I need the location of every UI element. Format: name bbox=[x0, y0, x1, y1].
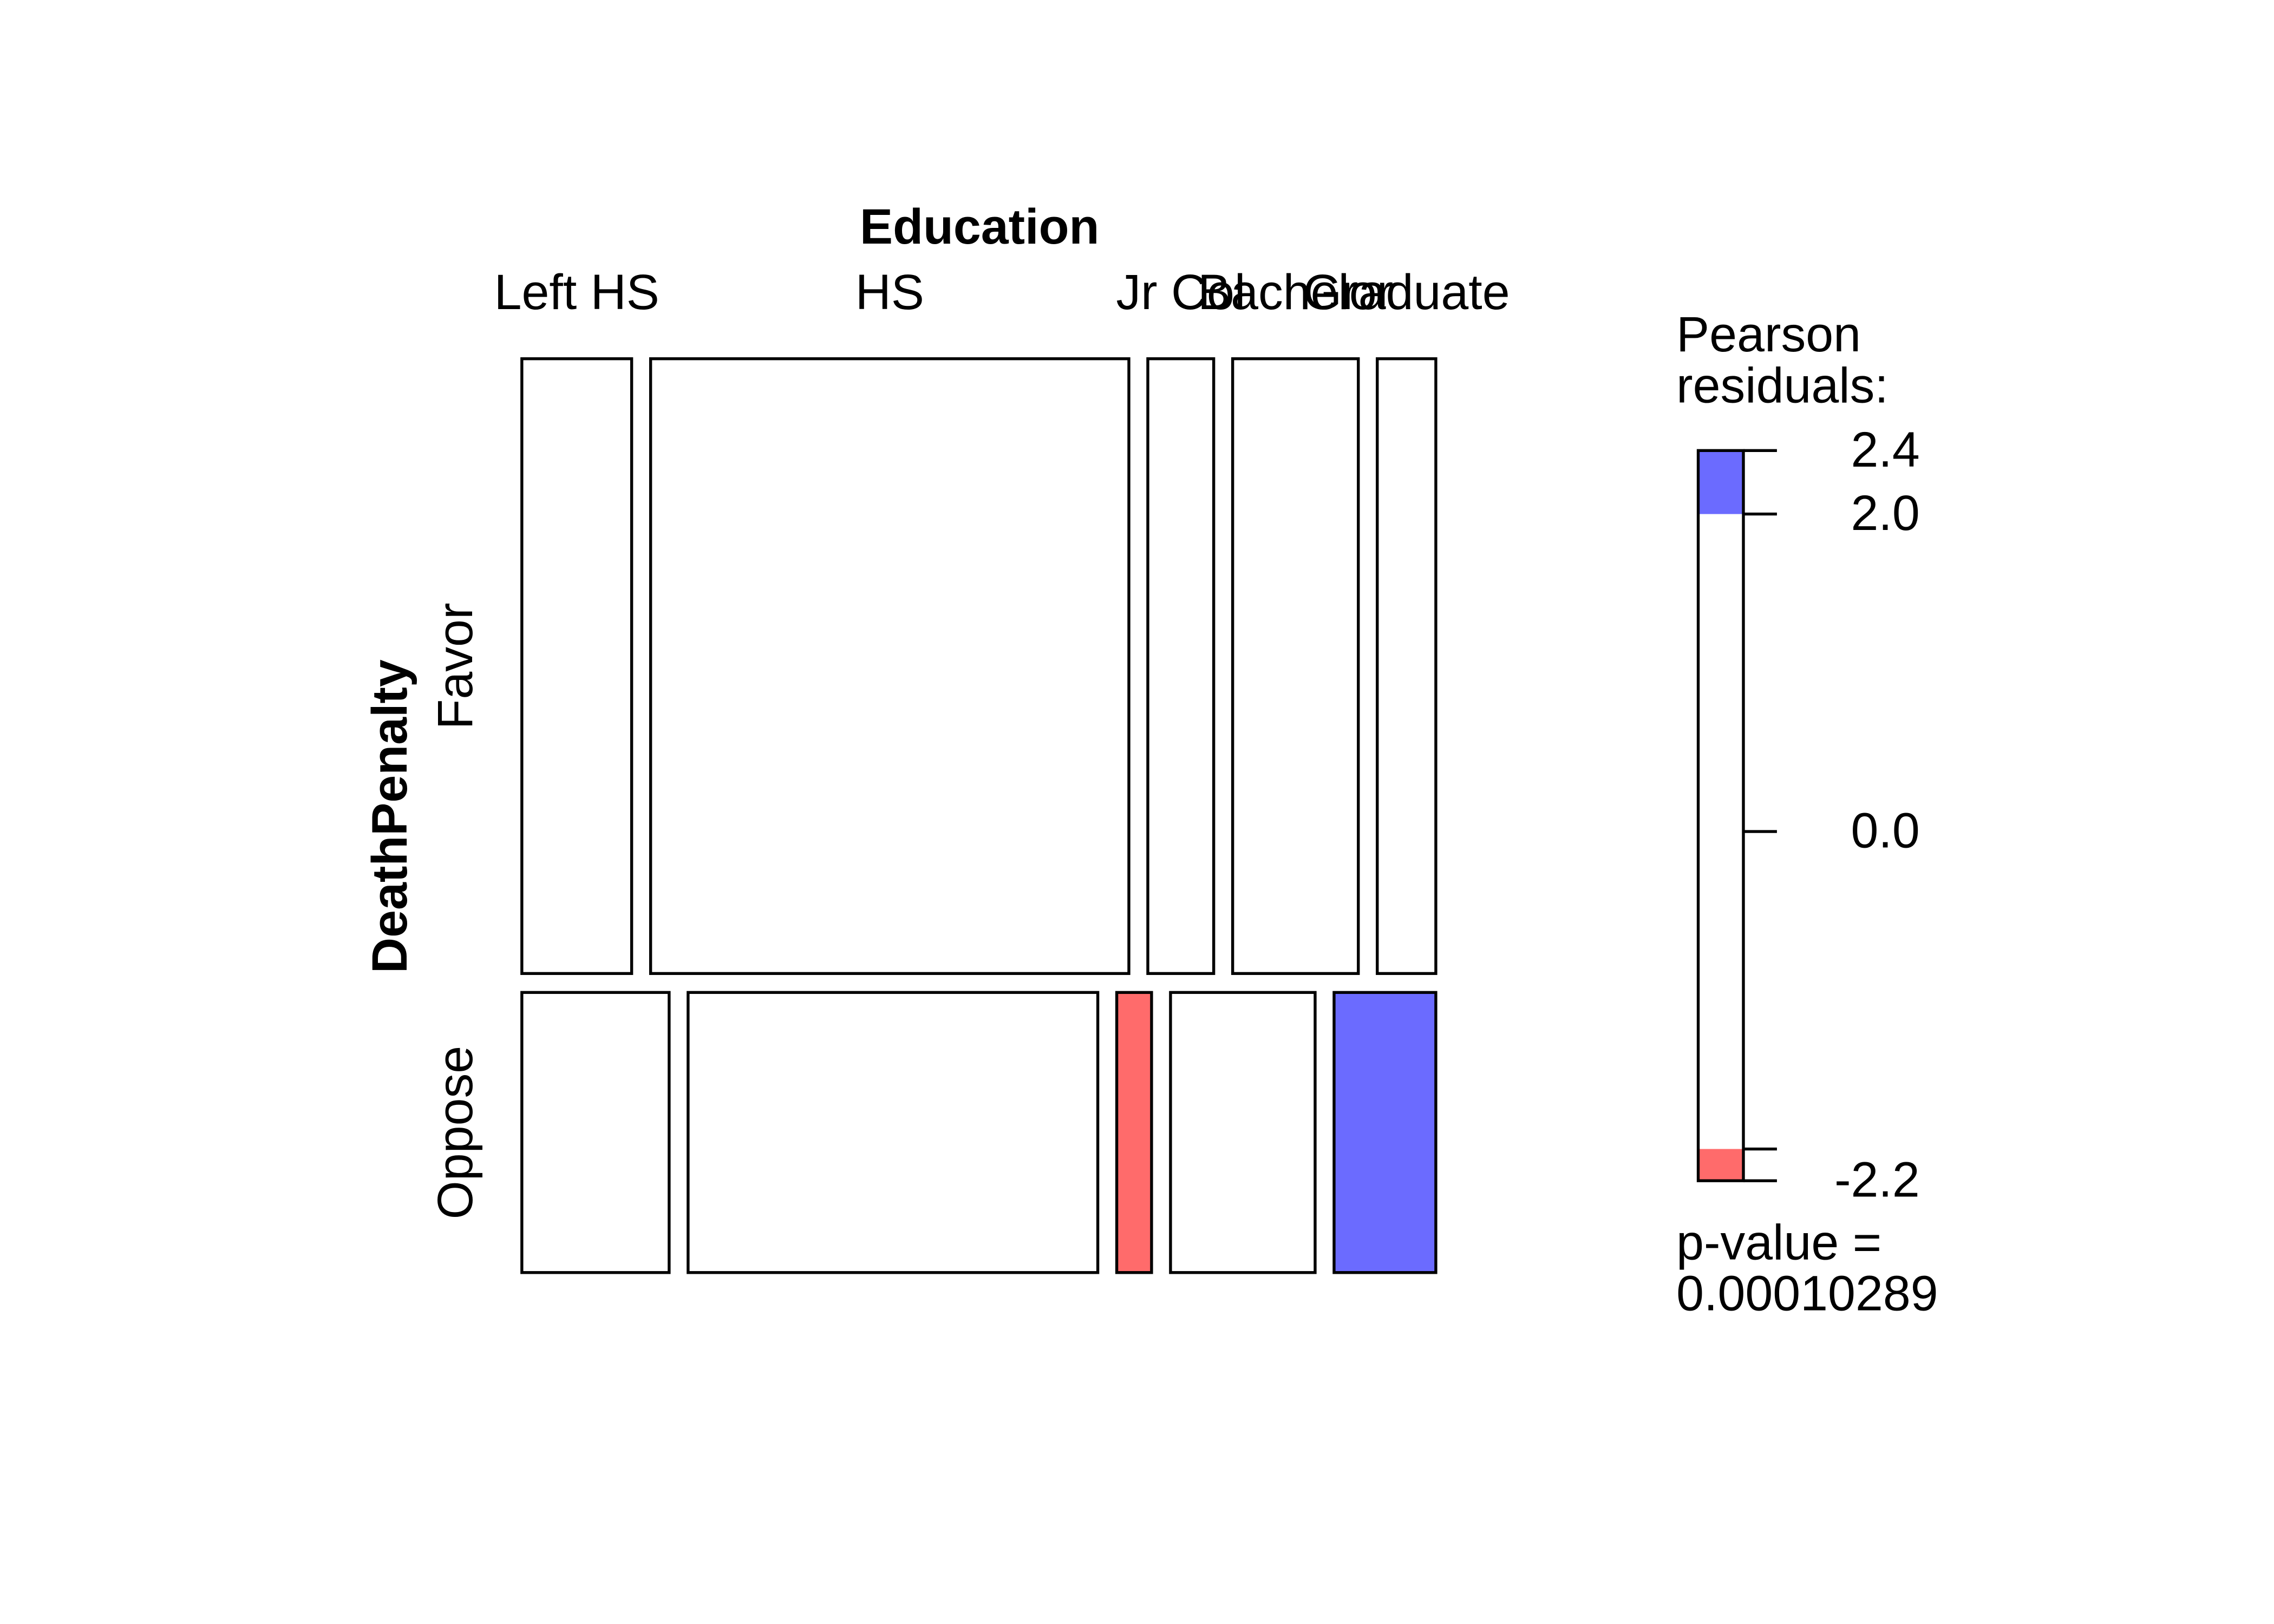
x-axis-title: Education bbox=[860, 199, 1099, 254]
legend-shade bbox=[1698, 450, 1743, 514]
legend-tick-label: 2.4 bbox=[1851, 422, 1920, 477]
x-tick-label: Left HS bbox=[494, 265, 659, 320]
legend-tick-label: -2.2 bbox=[1834, 1152, 1920, 1208]
legend-entry: Oppose bbox=[428, 1046, 483, 1220]
legend-bar bbox=[1696, 449, 1745, 1182]
x-tick-label: Jr Col bbox=[1116, 265, 1245, 320]
mosaic-tile bbox=[1376, 357, 1437, 975]
legend-tick-label: 2.0 bbox=[1851, 486, 1920, 541]
mosaic-tile bbox=[1231, 357, 1360, 975]
legend-entry: Favor bbox=[428, 603, 483, 730]
mosaic-tile bbox=[520, 357, 633, 975]
x-tick-label: Graduate bbox=[1303, 265, 1510, 320]
mosaic-tile bbox=[1115, 991, 1153, 1274]
legend-shade bbox=[1698, 1149, 1743, 1181]
mosaic-tile bbox=[1332, 991, 1437, 1274]
mosaic-tile bbox=[520, 991, 671, 1274]
y-axis-title: DeathPenalty bbox=[362, 659, 417, 973]
legend-title: Pearson bbox=[1676, 307, 1861, 362]
x-tick-label: Bachelor bbox=[1198, 265, 1393, 320]
mosaic-tile bbox=[687, 991, 1100, 1274]
mosaic-tile bbox=[1146, 357, 1216, 975]
legend-tick-label: 0.0 bbox=[1851, 803, 1920, 859]
p-value-label: p-value = bbox=[1676, 1215, 1881, 1270]
mosaic-tile bbox=[649, 357, 1131, 975]
p-value: 0.00010289 bbox=[1676, 1266, 1938, 1321]
mosaic-tile bbox=[1169, 991, 1317, 1274]
legend-title: residuals: bbox=[1676, 358, 1889, 413]
x-tick-label: HS bbox=[855, 265, 924, 320]
